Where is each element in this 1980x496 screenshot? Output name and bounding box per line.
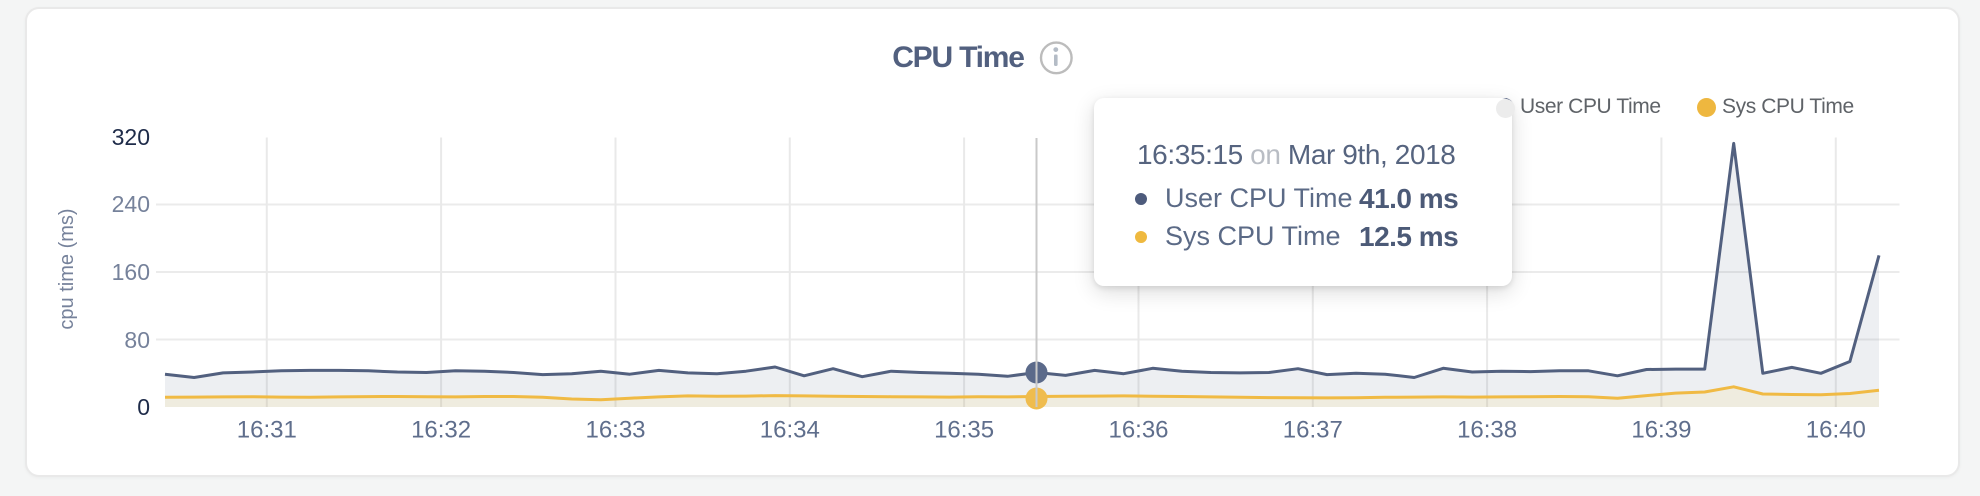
svg-text:16:33: 16:33 bbox=[585, 417, 645, 444]
svg-text:320: 320 bbox=[112, 124, 150, 150]
svg-text:80: 80 bbox=[124, 327, 150, 353]
svg-text:16:32: 16:32 bbox=[411, 417, 471, 444]
svg-text:16:34: 16:34 bbox=[760, 417, 820, 444]
svg-text:240: 240 bbox=[112, 191, 150, 217]
svg-text:16:37: 16:37 bbox=[1283, 417, 1343, 444]
svg-text:16:39: 16:39 bbox=[1631, 417, 1691, 444]
svg-text:16:35: 16:35 bbox=[934, 417, 994, 444]
svg-text:0: 0 bbox=[137, 394, 150, 420]
svg-text:16:36: 16:36 bbox=[1108, 417, 1168, 444]
svg-text:cpu time (ms): cpu time (ms) bbox=[56, 208, 78, 329]
svg-text:16:38: 16:38 bbox=[1457, 417, 1517, 444]
svg-text:16:40: 16:40 bbox=[1806, 417, 1866, 444]
svg-text:160: 160 bbox=[112, 259, 150, 285]
svg-text:16:31: 16:31 bbox=[237, 417, 297, 444]
